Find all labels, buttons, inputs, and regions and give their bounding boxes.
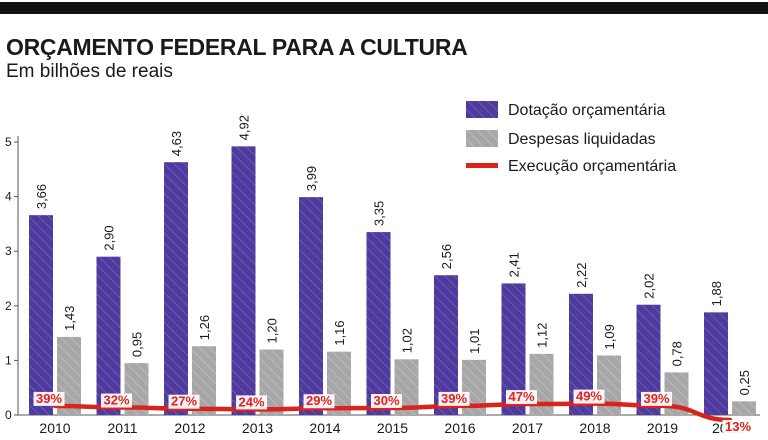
bar-dotacao: [366, 232, 391, 415]
pct-label-bg: [303, 394, 335, 409]
execucao-label: 27%: [171, 394, 197, 409]
label-despesas: 1,16: [332, 320, 347, 345]
label-dotacao: 3,35: [372, 201, 387, 226]
execucao-label: 32%: [103, 393, 129, 408]
label-despesas: 1,12: [535, 323, 550, 348]
bar-dotacao: [164, 162, 188, 415]
legend-swatch-execucao: [466, 163, 498, 168]
label-dotacao: 4,92: [237, 115, 252, 140]
y-tick-label: 1: [5, 353, 12, 367]
label-dotacao: 3,99: [304, 166, 319, 191]
label-dotacao: 2,22: [574, 262, 589, 287]
label-despesas: 0,95: [130, 332, 145, 357]
legend-swatch-dotacao: [466, 101, 498, 118]
y-tick-label: 4: [5, 190, 12, 204]
pct-label-bg: [438, 391, 470, 406]
x-tick-label: 2014: [309, 420, 340, 436]
execucao-label: 47%: [508, 389, 534, 404]
header-bar: [0, 2, 768, 14]
pct-label-bg: [236, 395, 267, 410]
label-despesas: 0,25: [737, 370, 752, 395]
legend: Dotação orçamentária Despesas liquidadas E…: [466, 101, 676, 175]
pct-label-bg: [168, 394, 200, 409]
axis-layer: 0 1 2 3 4 5 2010 2011 2012 2013 2014 2015 2016 2017 20…: [5, 135, 760, 436]
execucao-label: 49%: [576, 389, 602, 404]
label-dotacao: 4,63: [169, 131, 184, 156]
pct-label-bg: [101, 393, 132, 408]
label-despesas: 1,20: [265, 318, 280, 343]
label-dotacao: 2,02: [642, 273, 657, 298]
x-tick-label: 2017: [512, 420, 543, 436]
label-dotacao: 1,88: [709, 281, 724, 306]
execucao-label: 13%: [725, 419, 751, 434]
x-tick-label: 2019: [647, 420, 678, 436]
label-despesas: 1,43: [62, 306, 77, 331]
bars-layer: 3,66 1,43 2,90 0,95 4,63 1,26 4,92 1,20 3,99 1,16…: [29, 115, 756, 416]
pct-label-bg: [641, 391, 672, 406]
bar-despesas: [732, 401, 756, 415]
x-tick-label: 2011: [107, 420, 137, 436]
label-despesas: 0,78: [670, 341, 685, 366]
bar-dotacao: [96, 256, 121, 415]
y-tick-label: 2: [5, 299, 12, 313]
x-tick-label: 2018: [579, 420, 610, 436]
execucao-label: 30%: [373, 393, 399, 408]
label-dotacao: 2,41: [507, 252, 522, 277]
pct-label-bg: [722, 419, 754, 434]
pct-label-bg: [33, 391, 65, 406]
x-tick-label: 2010: [39, 420, 70, 436]
label-despesas: 1,09: [602, 324, 617, 349]
legend-label-despesas: Despesas liquidadas: [508, 131, 656, 148]
pct-label-bg: [573, 389, 605, 404]
label-despesas: 1,01: [467, 329, 482, 354]
execucao-label: 39%: [36, 391, 62, 406]
x-tick-label: 2013: [242, 420, 273, 436]
y-tick-label: 3: [5, 244, 12, 258]
pct-label-bg: [506, 390, 537, 405]
bar-dotacao: [434, 275, 458, 415]
execucao-label: 29%: [306, 393, 332, 408]
bar-dotacao: [299, 197, 323, 415]
y-tick-label: 5: [5, 135, 12, 149]
x-tick-label: 2016: [444, 420, 475, 436]
pct-label-bg: [371, 394, 402, 409]
execucao-label: 39%: [643, 391, 669, 406]
label-dotacao: 2,90: [102, 225, 117, 250]
label-dotacao: 2,56: [439, 244, 454, 269]
chart-title: ORÇAMENTO FEDERAL PARA A CULTURA: [6, 34, 468, 60]
label-despesas: 1,26: [197, 315, 212, 340]
chart-subtitle: Em bilhões de reais: [6, 61, 173, 82]
bar-dotacao: [29, 215, 53, 415]
execucao-label: 24%: [238, 394, 264, 409]
execucao-label: 39%: [441, 391, 467, 406]
legend-label-execucao: Execução orçamentária: [508, 158, 676, 175]
legend-swatch-despesas: [466, 130, 498, 147]
legend-label-dotacao: Dotação orçamentária: [508, 102, 666, 119]
y-tick-label: 0: [5, 408, 12, 422]
bar-dotacao: [704, 312, 728, 415]
label-dotacao: 3,66: [34, 184, 49, 209]
label-despesas: 1,02: [400, 328, 415, 353]
line-layer: 39% 32% 27% 24% 29% 30% 39% 47% 49% 39% 13%: [33, 389, 754, 434]
x-tick-label: 2012: [174, 420, 205, 436]
bar-dotacao: [231, 146, 256, 416]
x-tick-label: 2015: [377, 420, 408, 436]
